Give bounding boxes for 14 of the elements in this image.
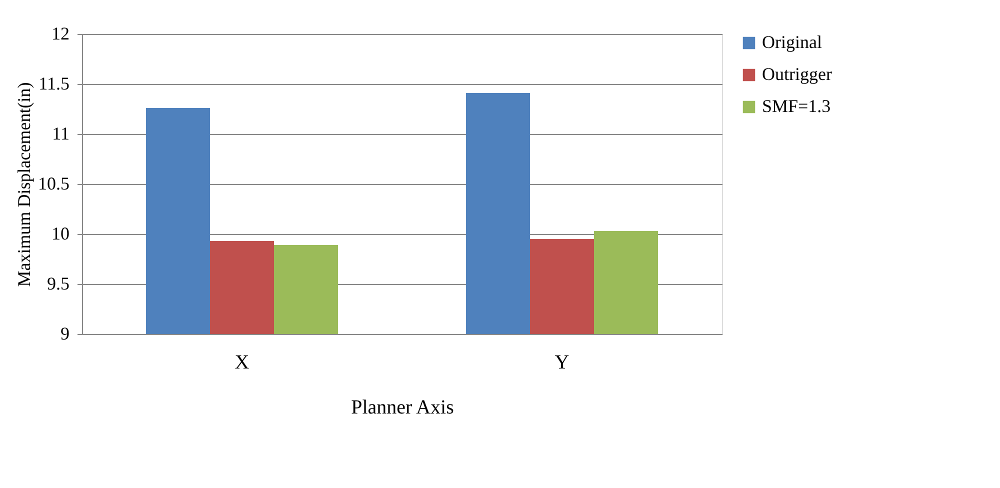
y-tick-label: 11 [52,124,70,144]
y-tick-label: 11.5 [38,74,70,94]
x-axis-title: Planner Axis [351,396,454,418]
x-tick-label: Y [554,352,570,374]
legend-label: SMF=1.3 [762,96,831,116]
y-tick-label: 9 [60,324,70,344]
legend-label: Outrigger [762,64,832,84]
x-tick-label: X [234,352,250,374]
legend-label: Original [762,32,822,52]
y-tick-label: 9.5 [47,274,70,294]
y-tick-label: 10 [52,224,70,244]
y-tick-label: 12 [52,24,70,44]
y-axis-title: Maximum Displacement(in) [14,82,34,287]
y-tick-label: 10.5 [38,174,70,194]
